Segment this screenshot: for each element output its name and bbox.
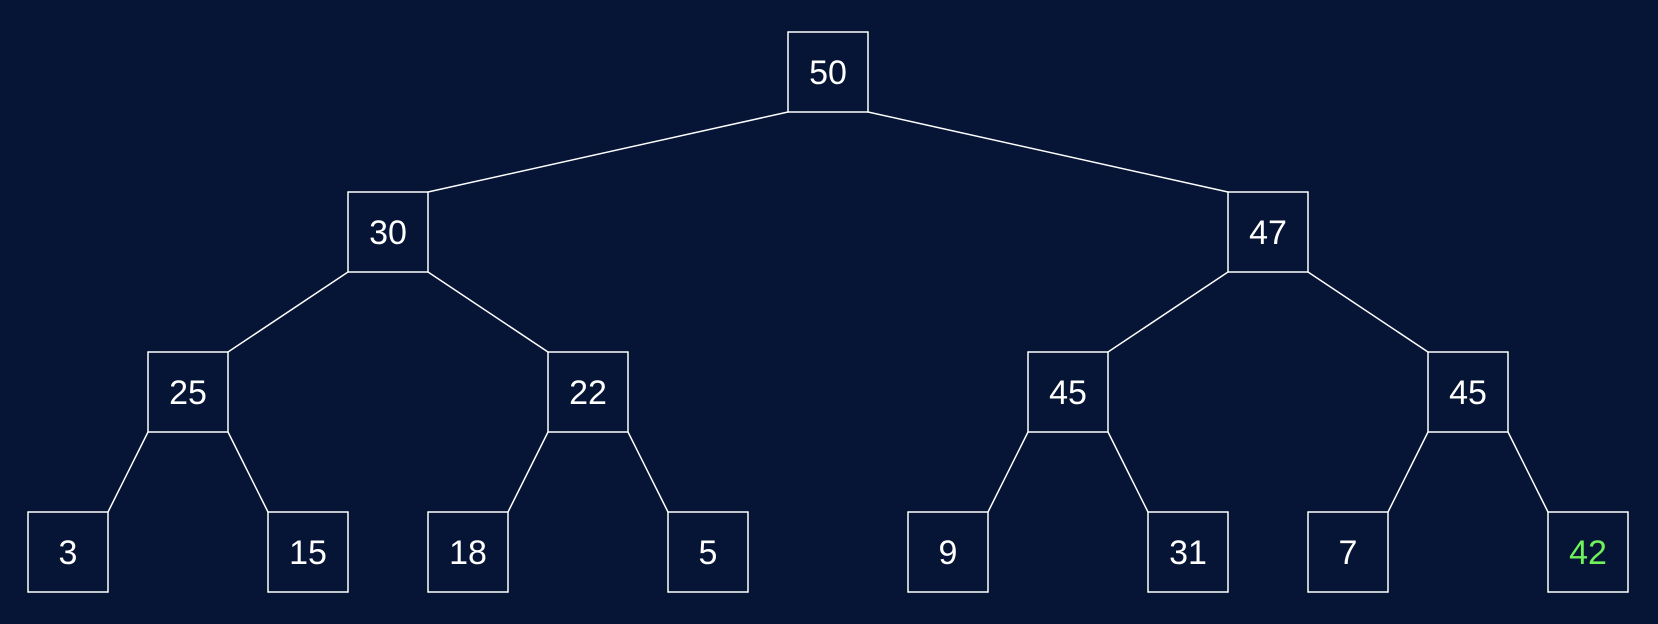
tree-edge (227, 271, 349, 353)
tree-node: 5 (667, 511, 749, 593)
node-value-highlighted: 42 (1569, 534, 1607, 572)
node-value: 47 (1249, 214, 1287, 252)
tree-node: 30 (347, 191, 429, 273)
tree-edge (1307, 271, 1429, 353)
node-box (907, 511, 989, 593)
node-value: 3 (59, 534, 78, 572)
tree-node: 22 (547, 351, 629, 433)
node-box (1307, 511, 1389, 593)
tree-edge (1107, 431, 1149, 513)
tree-node: 3 (27, 511, 109, 593)
node-value: 18 (449, 534, 487, 572)
node-box (1027, 351, 1109, 433)
tree-edge (627, 431, 669, 513)
tree-edge (1387, 431, 1429, 513)
node-box (1147, 511, 1229, 593)
tree-node: 7 (1307, 511, 1389, 593)
node-value: 31 (1169, 534, 1207, 572)
node-value: 7 (1339, 534, 1358, 572)
tree-node: 45 (1427, 351, 1509, 433)
tree-edge (1507, 431, 1549, 513)
tree-node: 31 (1147, 511, 1229, 593)
node-box (547, 351, 629, 433)
tree-edge (1107, 271, 1229, 353)
node-box (1227, 191, 1309, 273)
node-box (147, 351, 229, 433)
edges (107, 111, 1549, 513)
tree-node: 25 (147, 351, 229, 433)
tree-node: 18 (427, 511, 509, 593)
tree-node: 42 (1547, 511, 1629, 593)
node-box (1547, 511, 1629, 593)
node-value: 15 (289, 534, 327, 572)
tree-node: 47 (1227, 191, 1309, 273)
tree-edge (227, 431, 269, 513)
tree-node: 9 (907, 511, 989, 593)
tree-edge (427, 271, 549, 353)
node-value: 5 (699, 534, 718, 572)
node-value: 25 (169, 374, 207, 412)
node-value: 45 (1049, 374, 1087, 412)
node-box (27, 511, 109, 593)
tree-edge (507, 431, 549, 513)
node-value: 30 (369, 214, 407, 252)
tree-node: 45 (1027, 351, 1109, 433)
node-box (1427, 351, 1509, 433)
tree-edge (987, 431, 1029, 513)
tree-edge (107, 431, 149, 513)
node-box (667, 511, 749, 593)
tree-edge (427, 111, 789, 193)
node-box (787, 31, 869, 113)
node-value: 22 (569, 374, 607, 412)
tree-edge (867, 111, 1229, 193)
node-box (427, 511, 509, 593)
tree-node: 15 (267, 511, 349, 593)
tree-node: 50 (787, 31, 869, 113)
node-box (347, 191, 429, 273)
node-value: 9 (939, 534, 958, 572)
node-value: 45 (1449, 374, 1487, 412)
node-value: 50 (809, 54, 847, 92)
node-box (267, 511, 349, 593)
